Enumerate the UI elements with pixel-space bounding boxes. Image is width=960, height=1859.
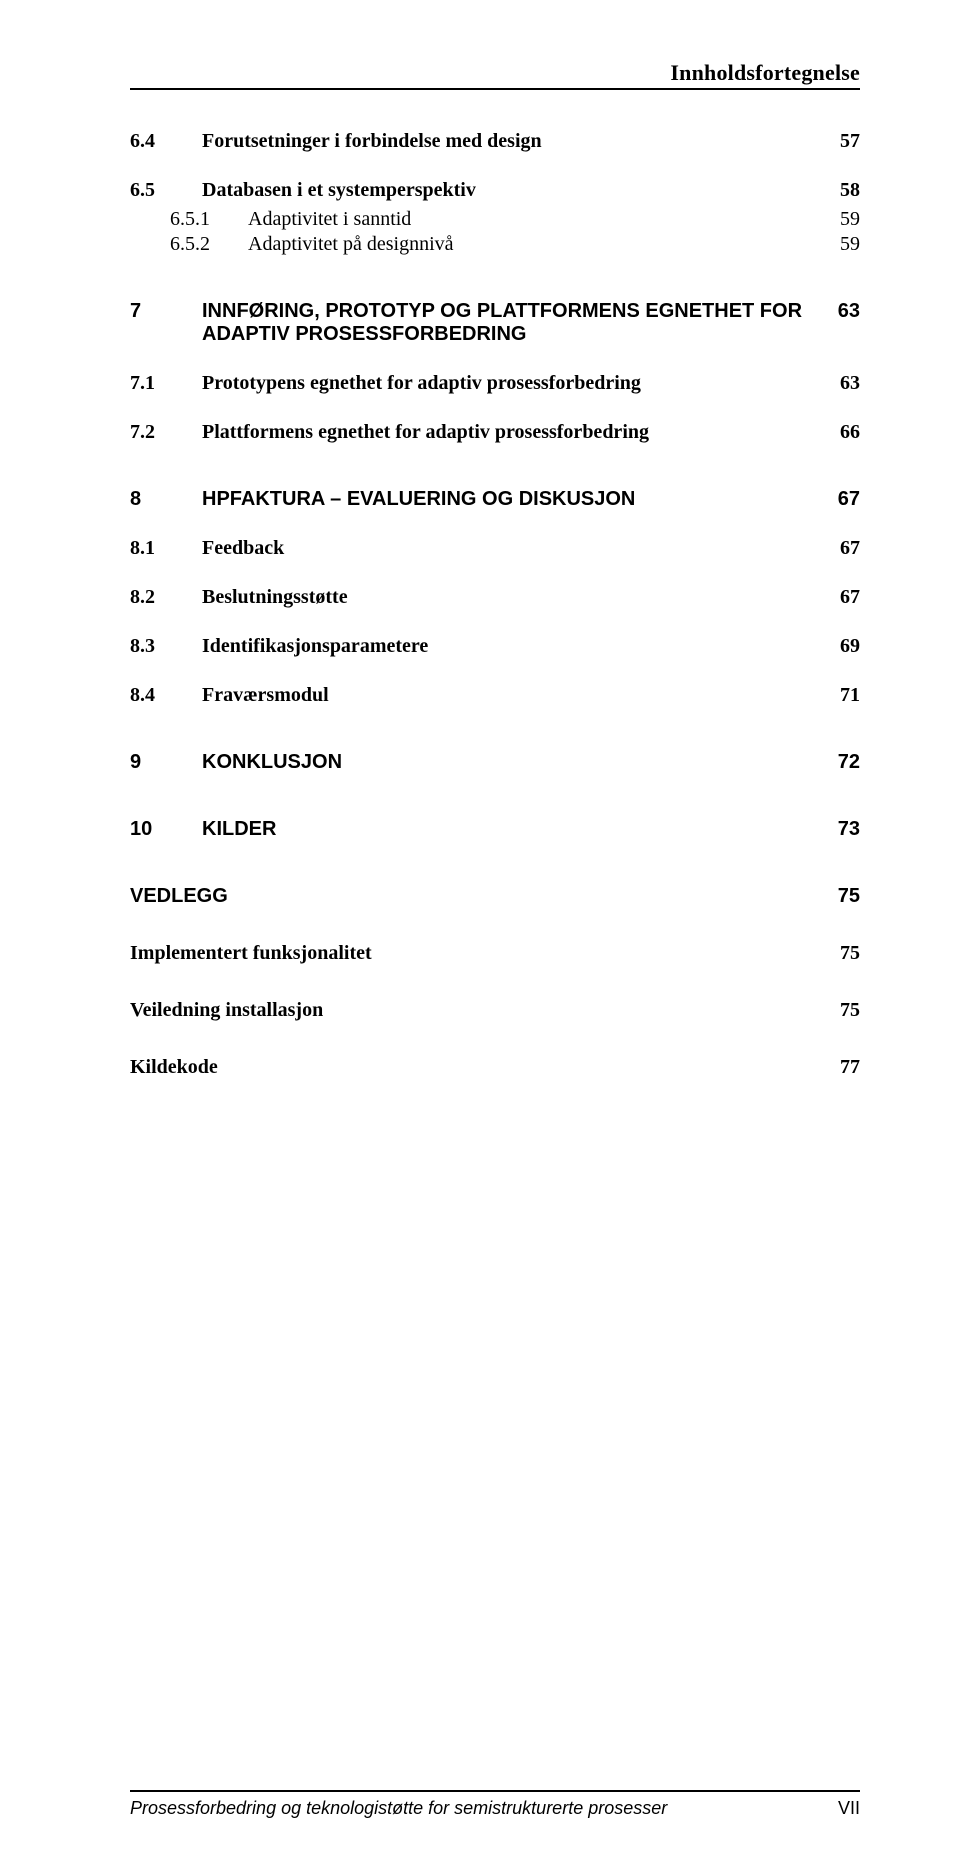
toc-row: Veiledning installasjon 75: [130, 999, 860, 1022]
document-page: Innholdsfortegnelse 6.4Forutsetninger i …: [0, 0, 960, 1859]
toc-entry-number: 7: [130, 300, 202, 323]
toc-row: 8.4Fraværsmodul 71: [130, 684, 860, 707]
page-header-title: Innholdsfortegnelse: [130, 60, 860, 86]
header-rule: [130, 88, 860, 90]
table-of-contents: 6.4Forutsetninger i forbindelse med desi…: [130, 130, 860, 1079]
toc-entry-page: 73: [810, 818, 860, 841]
toc-entry-page: 59: [810, 208, 860, 231]
toc-row: 8HPFAKTURA – EVALUERING OG DISKUSJON 67: [130, 488, 860, 511]
toc-entry-title: Feedback: [202, 537, 284, 560]
toc-entry-page: 75: [810, 999, 860, 1022]
toc-row: 8.1Feedback 67: [130, 537, 860, 560]
footer-page-number: VII: [838, 1798, 860, 1819]
toc-row: Implementert funksjonalitet 75: [130, 942, 860, 965]
toc-entry-page: 75: [810, 942, 860, 965]
toc-row: VEDLEGG 75: [130, 885, 860, 908]
toc-entry-page: 67: [810, 488, 860, 511]
page-footer: Prosessforbedring og teknologistøtte for…: [130, 1790, 860, 1819]
toc-entry-number: 9: [130, 751, 202, 774]
toc-row: Kildekode 77: [130, 1056, 860, 1079]
toc-row: 7.2Plattformens egnethet for adaptiv pro…: [130, 421, 860, 444]
toc-entry-number: 6.5.1: [170, 208, 248, 231]
toc-row: 7.1Prototypens egnethet for adaptiv pros…: [130, 372, 860, 395]
toc-entry-page: 75: [810, 885, 860, 908]
toc-entry-title: Identifikasjonsparametere: [202, 635, 428, 658]
toc-entry-page: 67: [810, 586, 860, 609]
toc-entry-number: 8: [130, 488, 202, 511]
toc-entry-title: Beslutningsstøtte: [202, 586, 348, 609]
toc-entry-title: KONKLUSJON: [202, 751, 342, 774]
toc-entry-title: Adaptivitet i sanntid: [248, 208, 411, 231]
toc-entry-number: 6.5.2: [170, 233, 248, 256]
toc-row: 10KILDER 73: [130, 818, 860, 841]
toc-row: 6.5Databasen i et systemperspektiv 58: [130, 179, 860, 202]
toc-entry-title: Veiledning installasjon: [130, 999, 323, 1022]
toc-entry-page: 77: [810, 1056, 860, 1079]
toc-entry-title: KILDER: [202, 818, 276, 841]
toc-entry-title: VEDLEGG: [130, 885, 228, 908]
toc-entry-title: Adaptivitet på designnivå: [248, 233, 454, 256]
toc-entry-title: Kildekode: [130, 1056, 218, 1079]
toc-row: 6.4Forutsetninger i forbindelse med desi…: [130, 130, 860, 153]
toc-entry-page: 71: [810, 684, 860, 707]
toc-entry-page: 69: [810, 635, 860, 658]
toc-entry-page: 72: [810, 751, 860, 774]
toc-entry-title: INNFØRING, PROTOTYP OG PLATTFORMENS EGNE…: [202, 300, 810, 346]
footer-rule: [130, 1790, 860, 1792]
toc-entry-page: 67: [810, 537, 860, 560]
toc-entry-title: Implementert funksjonalitet: [130, 942, 372, 965]
toc-entry-number: 8.1: [130, 537, 202, 560]
toc-entry-page: 59: [810, 233, 860, 256]
toc-entry-title: HPFAKTURA – EVALUERING OG DISKUSJON: [202, 488, 635, 511]
toc-entry-page: 66: [810, 421, 860, 444]
toc-entry-title: Fraværsmodul: [202, 684, 329, 707]
toc-entry-number: 8.2: [130, 586, 202, 609]
toc-entry-number: 6.4: [130, 130, 202, 153]
toc-entry-page: 57: [810, 130, 860, 153]
toc-row: 8.2Beslutningsstøtte 67: [130, 586, 860, 609]
toc-row: 6.5.1Adaptivitet i sanntid 59: [130, 208, 860, 231]
toc-entry-page: 63: [810, 300, 860, 323]
toc-entry-page: 63: [810, 372, 860, 395]
toc-entry-number: 10: [130, 818, 202, 841]
toc-entry-title: Plattformens egnethet for adaptiv proses…: [202, 421, 649, 444]
toc-entry-number: 7.2: [130, 421, 202, 444]
toc-entry-number: 7.1: [130, 372, 202, 395]
toc-entry-page: 58: [810, 179, 860, 202]
toc-entry-title: Prototypens egnethet for adaptiv prosess…: [202, 372, 641, 395]
toc-entry-title: Forutsetninger i forbindelse med design: [202, 130, 542, 153]
toc-entry-title: Databasen i et systemperspektiv: [202, 179, 476, 202]
footer-text: Prosessforbedring og teknologistøtte for…: [130, 1798, 667, 1819]
footer-line: Prosessforbedring og teknologistøtte for…: [130, 1798, 860, 1819]
toc-entry-number: 8.3: [130, 635, 202, 658]
toc-row: 6.5.2Adaptivitet på designnivå 59: [130, 233, 860, 256]
toc-entry-number: 6.5: [130, 179, 202, 202]
toc-entry-number: 8.4: [130, 684, 202, 707]
toc-row: 8.3Identifikasjonsparametere 69: [130, 635, 860, 658]
toc-row: 7INNFØRING, PROTOTYP OG PLATTFORMENS EGN…: [130, 300, 860, 346]
toc-row: 9KONKLUSJON 72: [130, 751, 860, 774]
